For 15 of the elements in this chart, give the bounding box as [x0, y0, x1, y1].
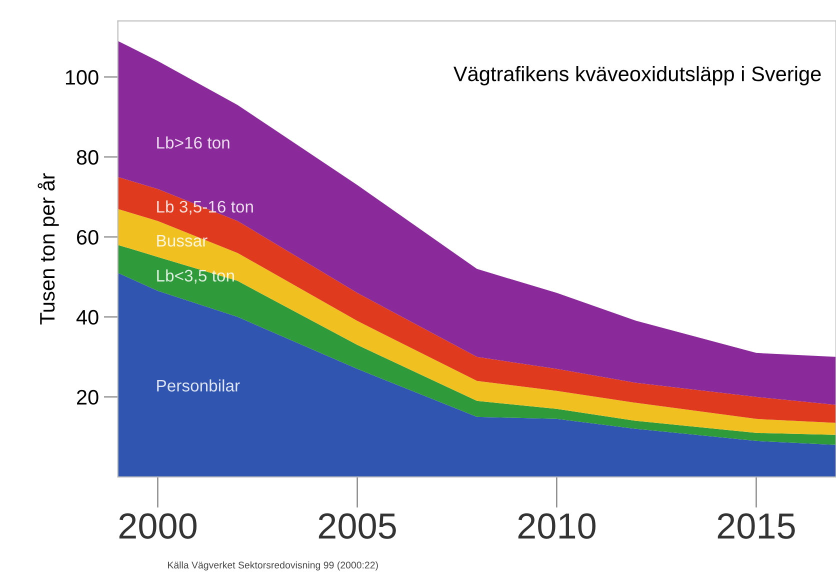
y-tick-label: 100 — [66, 70, 98, 85]
y-tick-label: 20 — [77, 390, 98, 405]
text: Källa Vägverket Sektorsredovisning 99 (2000:22) — [168, 561, 378, 570]
y-axis-title: Tusen ton per år — [38, 173, 59, 325]
x-tick-label: 2000 — [119, 513, 197, 539]
series-label: Personbilar — [157, 379, 240, 392]
y-tick-label: 60 — [77, 230, 98, 245]
y-tick-label: 40 — [76, 310, 98, 325]
series-label: Bussar — [157, 234, 208, 247]
x-tick-label: 2010 — [518, 513, 596, 539]
series-label: Lb>16 ton — [157, 136, 230, 149]
x-tick-label: 2005 — [318, 513, 396, 539]
text: Vägtrafikens kväveoxidutsläpp i Sverige — [453, 66, 821, 86]
y-tick-label: 80 — [76, 150, 98, 165]
x-tick-label: 2015 — [718, 513, 795, 539]
